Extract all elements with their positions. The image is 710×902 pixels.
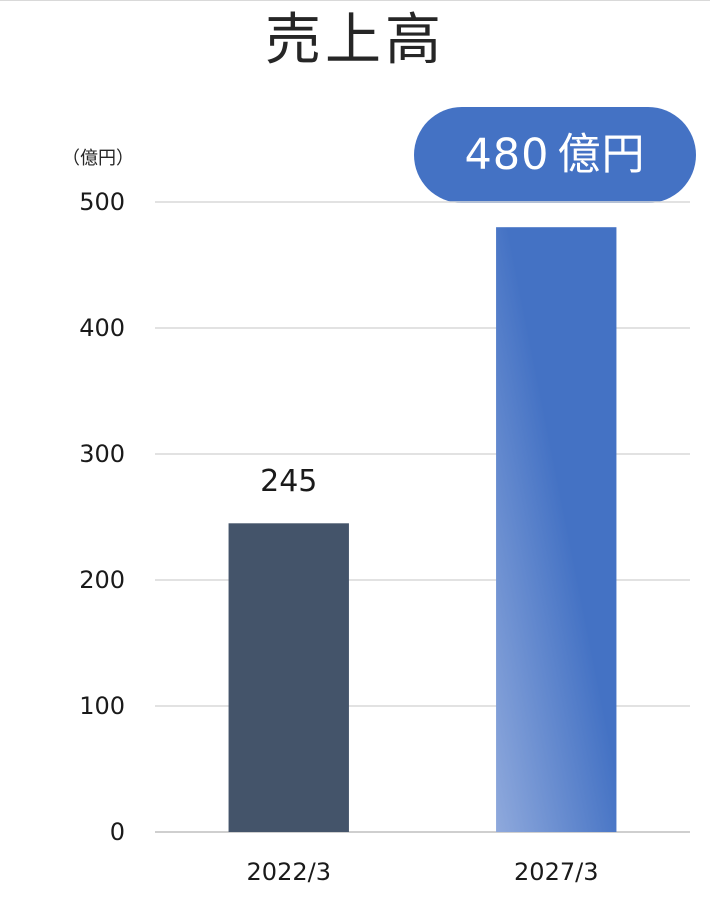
x-axis-ticks: 2022/3 2027/3 (247, 858, 599, 886)
data-labels: 245 (260, 464, 317, 499)
data-label-2022-3: 245 (260, 464, 317, 499)
y-tick-label-400: 400 (79, 314, 125, 342)
bars (228, 227, 617, 832)
y-tick-label-200: 200 (79, 566, 125, 594)
y-tick-label-0: 0 (110, 818, 125, 846)
y-axis-unit-label: （億円） (62, 148, 134, 169)
y-tick-label-300: 300 (79, 440, 125, 468)
bar-2027-3 (496, 227, 617, 832)
x-tick-label-2022-3: 2022/3 (247, 858, 331, 886)
callout-unit: 億円 (557, 130, 646, 180)
chart-title: 売上高 (265, 8, 445, 73)
callout-value: 480 (464, 130, 550, 180)
y-axis-ticks: 0 100 200 300 400 500 (79, 188, 125, 846)
x-tick-label-2027-3: 2027/3 (514, 858, 598, 886)
highlight-callout: 480 億円 (414, 107, 696, 203)
y-tick-label-500: 500 (79, 188, 125, 216)
y-tick-label-100: 100 (79, 692, 125, 720)
bar-2022-3 (228, 523, 349, 832)
